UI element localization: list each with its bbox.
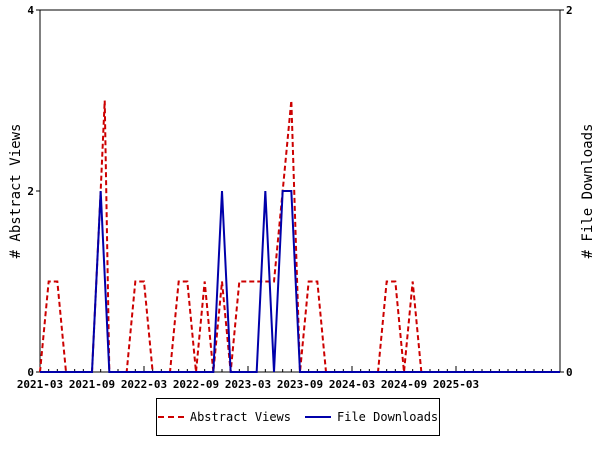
legend-label-file-downloads: File Downloads [337,410,439,424]
left-axis-title: # Abstract Views [8,124,24,259]
x-tick-label: 2023-09 [277,378,323,391]
file-downloads-line [40,190,560,373]
x-tick-label: 2021-09 [69,378,115,391]
right-axis-title: # File Downloads [580,124,596,259]
x-tick-label: 2025-03 [433,378,479,391]
plot-frame [39,9,561,373]
legend-label-abstract-views: Abstract Views [189,410,291,424]
left-y-tick-label: 0 [27,366,34,379]
legend-item-file-downloads: File Downloads [305,410,438,424]
x-tick-label: 2021-03 [17,378,63,391]
x-tick-label: 2024-09 [381,378,427,391]
right-y-tick-label: 2 [566,4,573,17]
x-tick-label: 2024-03 [329,378,375,391]
legend-item-abstract-views: Abstract Views [157,410,291,424]
right-y-tick-label: 0 [566,366,573,379]
legend-swatch-dashed [157,416,184,418]
legend: Abstract Views File Downloads [156,398,440,436]
x-tick-label: 2022-09 [173,378,219,391]
left-y-tick-label: 4 [27,4,34,17]
x-tick-label: 2022-03 [121,378,167,391]
x-tick-label: 2023-03 [225,378,271,391]
abstract-views-line [39,100,560,373]
series-group [39,100,560,373]
legend-swatch-solid [305,416,331,418]
left-y-tick-label: 2 [27,185,34,198]
